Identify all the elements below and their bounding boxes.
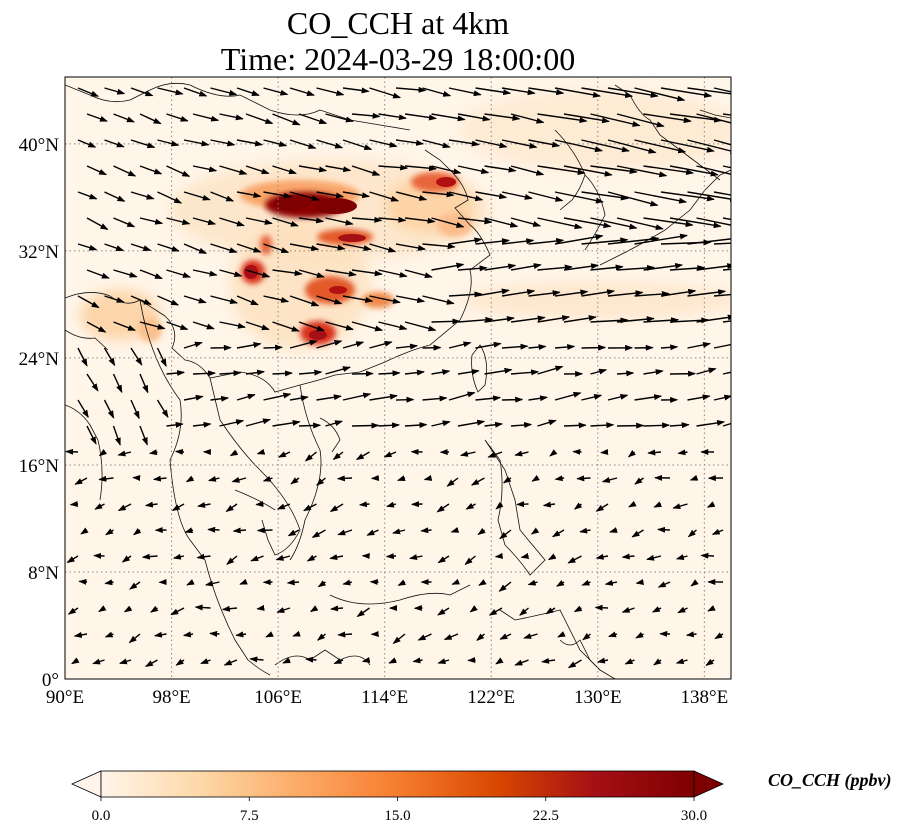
colorbar-tick-label: 22.5 — [533, 808, 559, 824]
wind-arrow — [432, 321, 460, 322]
wind-arrow — [502, 399, 522, 400]
wind-arrow — [601, 452, 608, 453]
wind-arrow — [299, 425, 320, 426]
lon-tick-label: 138°E — [681, 687, 729, 708]
wind-arrow — [79, 581, 87, 582]
colorbar-bar — [101, 771, 694, 797]
wind-arrow — [264, 347, 283, 348]
wind-arrow — [360, 504, 370, 505]
map-figure: 90°E 98°E 106°E 114°E 122°E 130°E 138°E 0°8°N1… — [0, 0, 921, 836]
wind-arrow — [387, 556, 396, 557]
colorbar-ticks: 0.0 7.5 15.0 22.5 30.0 — [92, 797, 708, 824]
wind-arrow — [66, 451, 78, 452]
colorbar: 0.0 7.5 15.0 22.5 30.0 — [72, 771, 723, 824]
lon-tick-label: 114°E — [361, 687, 408, 708]
wind-arrow — [658, 529, 670, 530]
wind-arrow — [71, 504, 78, 505]
wind-arrow — [176, 451, 184, 452]
wind-arrow — [256, 504, 263, 505]
wind-arrow — [564, 425, 586, 426]
lon-tick-label: 122°E — [467, 687, 515, 708]
lon-tick-label: 130°E — [574, 687, 622, 708]
wind-arrow — [338, 478, 352, 479]
wind-arrow — [273, 373, 292, 374]
lat-tick-label: 16°N — [19, 456, 60, 477]
wind-arrow — [352, 425, 378, 426]
wind-arrow — [421, 530, 431, 531]
wind-arrow — [596, 607, 608, 608]
latitude-axis: 0° 8°N 16°N 24°N 32°N 40°N — [19, 135, 60, 691]
colorbar-tick-label: 7.5 — [240, 808, 259, 824]
lon-tick-label: 98°E — [152, 687, 190, 708]
wind-arrow — [210, 633, 219, 634]
wind-arrow — [338, 634, 352, 635]
wind-arrow — [288, 582, 299, 583]
colorbar-tick-label: 15.0 — [384, 808, 410, 824]
colorbar-title: CO_CCH (ppbv) — [768, 770, 892, 791]
lat-tick-label: 0° — [42, 670, 59, 691]
lon-tick-label: 106°E — [254, 687, 302, 708]
colorbar-max-extension — [694, 771, 723, 797]
wind-arrow — [701, 555, 714, 556]
longitude-axis: 90°E 98°E 106°E 114°E 122°E 130°E 138°E — [46, 687, 728, 708]
wind-arrow — [193, 373, 215, 374]
wind-arrow — [208, 529, 219, 530]
wind-arrow — [617, 425, 643, 426]
lat-tick-label: 24°N — [19, 349, 60, 370]
colorbar-tick-label: 0.0 — [92, 808, 111, 824]
colorbar-tick-label: 30.0 — [681, 808, 707, 824]
colorbar-min-extension — [72, 771, 101, 797]
wind-arrow — [496, 556, 502, 557]
wind-arrow — [196, 607, 211, 608]
wind-arrow — [306, 659, 316, 660]
wind-arrow — [257, 608, 263, 609]
lat-tick-label: 8°N — [28, 563, 59, 584]
lat-tick-label: 40°N — [19, 135, 60, 156]
wind-arrow — [577, 478, 590, 479]
lat-tick-label: 32°N — [19, 242, 60, 263]
wind-arrow — [644, 425, 670, 426]
wind-arrow — [258, 530, 273, 531]
